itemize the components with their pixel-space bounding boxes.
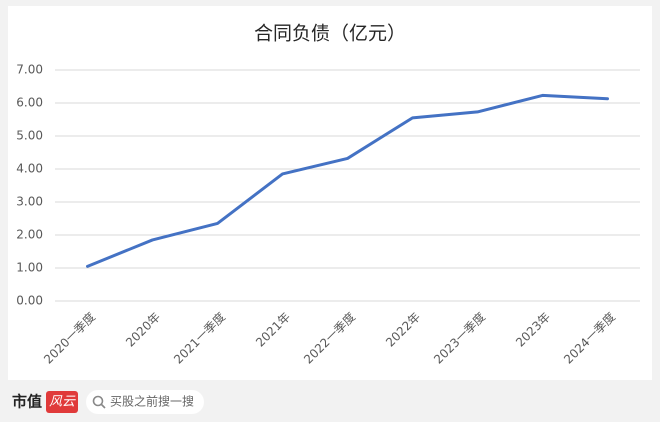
y-tick-label: 5.00 bbox=[16, 129, 43, 143]
brand: 市值 bbox=[12, 393, 42, 411]
y-tick-label: 7.00 bbox=[16, 63, 43, 77]
brand-badge-bg bbox=[46, 391, 78, 413]
y-tick-label: 4.00 bbox=[16, 162, 43, 176]
y-tick-label: 1.00 bbox=[16, 261, 43, 275]
chart-title: 合同负债（亿元） bbox=[254, 23, 406, 45]
data-line bbox=[86, 93, 609, 268]
y-tick-label: 6.00 bbox=[16, 96, 43, 110]
y-tick-label: 0.00 bbox=[16, 294, 43, 308]
search-placeholder: 买股之前搜一搜 bbox=[110, 394, 194, 409]
brand-badge: 风云 bbox=[49, 395, 76, 410]
search-box[interactable] bbox=[86, 390, 204, 414]
chart-card bbox=[8, 6, 652, 380]
search-icon bbox=[100, 403, 106, 409]
y-tick-label: 2.00 bbox=[16, 228, 43, 242]
y-tick-label: 3.00 bbox=[16, 195, 43, 209]
search-icon bbox=[92, 395, 104, 407]
